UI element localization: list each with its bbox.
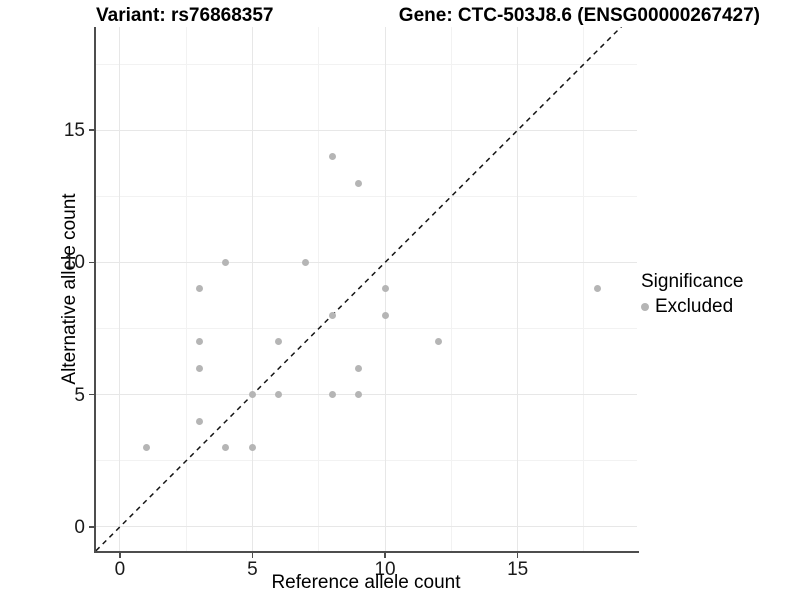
data-point <box>195 338 203 346</box>
gridline-x-minor <box>318 27 320 551</box>
data-point <box>434 338 442 346</box>
legend-title: Significance <box>641 271 744 292</box>
legend-item-excluded: Excluded <box>641 296 743 318</box>
gridline-x-minor <box>450 27 452 551</box>
data-point <box>355 179 363 187</box>
data-point <box>195 417 203 425</box>
legend: Significance Excluded <box>641 271 743 318</box>
y-tick-label: 0 <box>74 516 85 538</box>
data-point <box>355 364 363 372</box>
gridline-x-minor <box>185 27 187 551</box>
data-point <box>248 444 256 452</box>
data-point <box>222 444 230 452</box>
data-point <box>381 311 389 319</box>
x-tick-mark <box>384 553 386 558</box>
x-tick-label: 10 <box>374 559 396 580</box>
gridline-x-minor <box>583 27 585 551</box>
data-point <box>195 364 203 372</box>
y-tick-label: 5 <box>74 384 85 406</box>
y-tick-label: 15 <box>63 120 85 142</box>
legend-point-icon <box>641 303 649 311</box>
gridline-x-major <box>119 27 121 551</box>
y-tick-mark <box>89 526 94 528</box>
x-tick-mark <box>516 553 519 558</box>
y-axis-title: Alternative allele count <box>59 193 80 385</box>
x-tick-mark <box>119 553 121 558</box>
data-point <box>355 391 363 399</box>
y-tick-label: 10 <box>63 252 85 274</box>
x-axis-title: Reference allele count <box>271 572 461 593</box>
identity-line-path <box>96 27 623 551</box>
gridline-y-major <box>96 129 637 131</box>
plot-title-variant: Variant: rs76868357 <box>96 5 274 26</box>
gridline-y-minor <box>96 328 637 330</box>
data-point <box>593 285 601 293</box>
y-axis-line <box>94 27 96 553</box>
data-point <box>275 338 283 346</box>
plot-panel <box>96 27 637 551</box>
data-point <box>328 391 336 399</box>
data-point <box>328 153 336 161</box>
gridline-x-major <box>251 27 253 551</box>
y-tick-mark <box>89 129 94 131</box>
data-point <box>222 258 230 266</box>
data-point <box>302 258 309 266</box>
data-point <box>248 391 256 399</box>
gridline-y-minor <box>96 63 637 65</box>
gridline-y-minor <box>96 460 637 462</box>
x-tick-label: 0 <box>114 559 126 580</box>
gridline-y-major <box>96 526 637 528</box>
data-point <box>142 444 150 452</box>
legend-item-label: Excluded <box>655 296 734 317</box>
plot-title-gene: Gene: CTC-503J8.6 (ENSG00000267427) <box>398 5 760 26</box>
y-tick-mark <box>89 393 94 396</box>
x-tick-label: 15 <box>507 559 529 580</box>
gridline-y-minor <box>96 195 637 197</box>
y-tick-mark <box>89 261 94 264</box>
data-point <box>381 285 389 293</box>
data-point <box>195 285 203 293</box>
gridline-x-major <box>517 27 519 551</box>
gridline-y-major <box>96 394 637 396</box>
x-tick-mark <box>251 553 254 558</box>
x-tick-label: 5 <box>247 559 258 580</box>
x-axis-line <box>94 551 639 553</box>
data-point <box>328 311 336 319</box>
gridline-y-major <box>96 261 637 263</box>
data-point <box>275 391 283 399</box>
identity-line <box>96 27 623 551</box>
